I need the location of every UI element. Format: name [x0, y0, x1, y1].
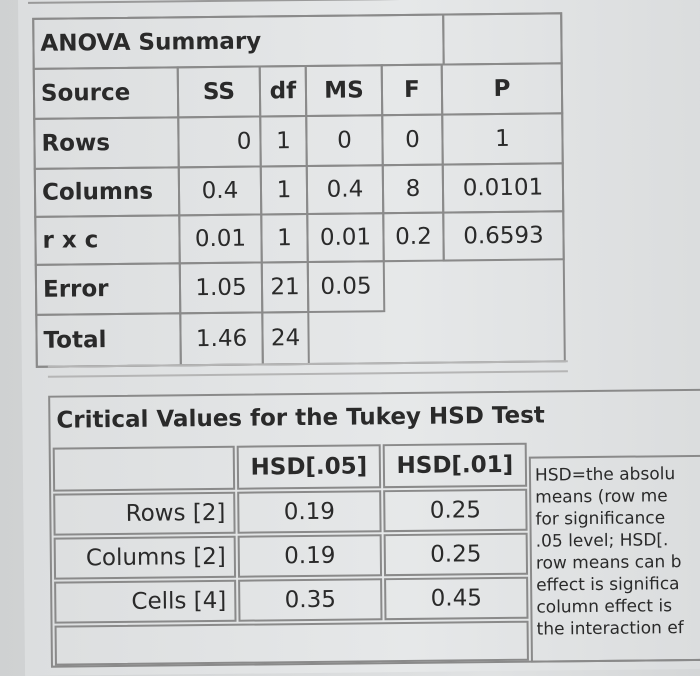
anova-title: ANOVA Summary — [32, 13, 445, 70]
note-line: .05 level; HSD[. — [535, 530, 669, 552]
col-header-p: P — [440, 62, 564, 116]
cell-interaction-p: 0.6593 — [442, 210, 565, 262]
col-header-ms: MS — [304, 64, 384, 117]
row-label-interaction: r x c — [34, 214, 181, 266]
cell-columns-f: 8 — [381, 163, 445, 215]
tukey-header-blank — [52, 445, 236, 492]
tukey-rows-hsd05: 0.19 — [237, 490, 382, 534]
anova-title-blank — [442, 12, 563, 66]
tukey-rows-hsd01: 0.25 — [383, 488, 528, 533]
cell-rows-f: 0 — [381, 113, 444, 167]
cell-columns-p: 0.0101 — [441, 162, 565, 214]
tukey-columns-hsd05: 0.19 — [237, 534, 383, 578]
cell-rows-ss: 0 — [177, 115, 262, 169]
cell-rows-df: 1 — [259, 114, 308, 168]
note-line: row means can b — [535, 552, 682, 574]
col-header-f: F — [380, 63, 444, 117]
col-header-df: df — [258, 64, 308, 118]
note-line: effect is significa — [536, 574, 680, 596]
note-line: means (row me — [535, 486, 668, 508]
col-header-ss: SS — [176, 65, 262, 119]
row-label-total: Total — [35, 312, 182, 368]
cell-columns-df: 1 — [259, 164, 309, 216]
cell-total-df: 24 — [261, 310, 310, 366]
tukey-row-label-cells: Cells [4] — [54, 579, 237, 624]
top-divider — [28, 0, 589, 4]
cell-rows-p: 1 — [441, 112, 564, 166]
cell-interaction-ms: 0.01 — [306, 212, 385, 263]
note-line: HSD=the absolu — [534, 464, 676, 486]
cell-interaction-f: 0.2 — [382, 211, 445, 263]
row-label-rows: Rows — [33, 116, 180, 170]
cell-columns-ss: 0.4 — [177, 165, 263, 217]
tukey-header-hsd01: HSD[.01] — [382, 442, 528, 489]
row-label-columns: Columns — [33, 166, 181, 218]
cell-interaction-ss: 0.01 — [178, 213, 263, 265]
cell-error-ss: 1.05 — [178, 261, 264, 315]
hsd-explanation-note: HSD=the absolu means (row me for signifi… — [535, 463, 700, 641]
cell-total-ss: 1.46 — [179, 311, 264, 367]
tukey-row-label-columns: Columns [2] — [53, 535, 237, 580]
row-label-error: Error — [34, 262, 182, 316]
cell-rows-ms: 0 — [305, 114, 384, 167]
tukey-title: Critical Values for the Tukey HSD Test — [56, 402, 545, 434]
tukey-empty-row — [54, 620, 529, 666]
tukey-cells-hsd01: 0.45 — [384, 576, 529, 621]
cell-columns-ms: 0.4 — [305, 164, 385, 215]
spreadsheet-page: ANOVA Summary Source SS df MS F P Rows 0… — [18, 0, 700, 676]
cell-interaction-df: 1 — [260, 212, 309, 264]
note-line: the interaction ef — [536, 618, 684, 640]
note-line: column effect is — [536, 596, 673, 618]
cell-error-ms: 0.05 — [306, 260, 386, 313]
tukey-cells-hsd05: 0.35 — [238, 578, 383, 622]
tukey-header-hsd05: HSD[.05] — [236, 444, 382, 490]
tukey-columns-hsd01: 0.25 — [383, 532, 529, 577]
cell-error-df: 21 — [260, 260, 310, 314]
note-line: for significance — [535, 508, 666, 530]
tukey-row-label-rows: Rows [2] — [53, 491, 236, 536]
col-header-source: Source — [32, 66, 180, 120]
